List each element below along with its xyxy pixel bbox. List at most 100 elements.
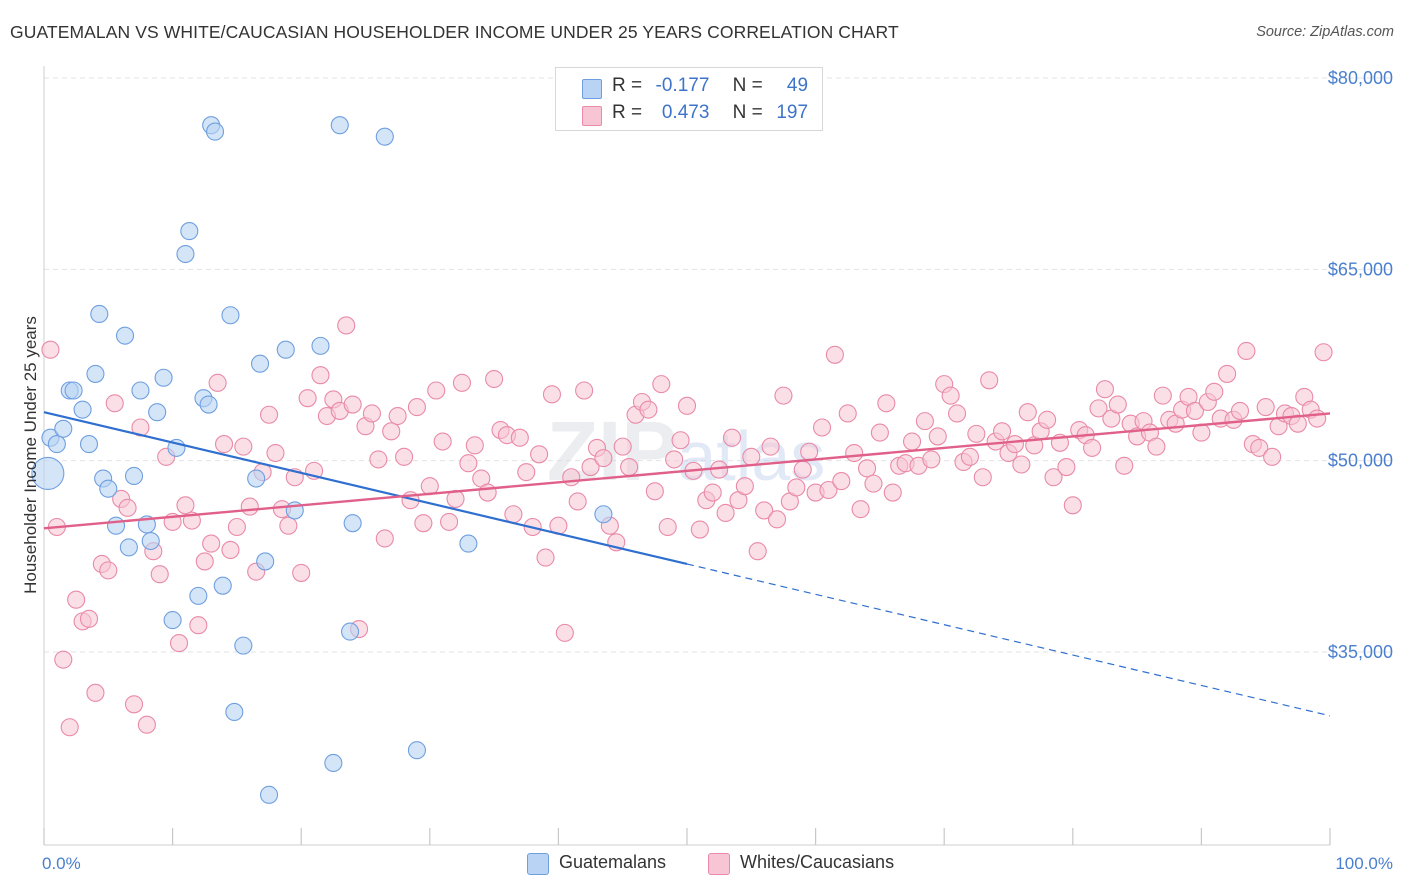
whites-point bbox=[343, 395, 362, 414]
guatemalans-point bbox=[213, 576, 232, 595]
whites-point bbox=[864, 474, 883, 493]
whites-point bbox=[812, 418, 832, 437]
whites-point bbox=[1005, 435, 1024, 454]
whites-point bbox=[234, 437, 253, 456]
whites-point bbox=[369, 450, 388, 469]
whites-point bbox=[877, 394, 896, 413]
whites-point bbox=[941, 386, 960, 405]
n-value: 197 bbox=[776, 102, 809, 123]
whites-point bbox=[137, 715, 156, 734]
whites-point bbox=[1018, 403, 1037, 422]
guatemalans-point bbox=[205, 122, 225, 141]
guatemalans-point bbox=[234, 636, 253, 655]
legend-label: Guatemalans bbox=[559, 852, 667, 872]
whites-point bbox=[79, 609, 99, 628]
whites-point bbox=[857, 459, 877, 478]
whites-point bbox=[581, 457, 600, 477]
guatemalans-point bbox=[256, 552, 275, 571]
series-guatemalans-points bbox=[31, 116, 613, 804]
whites-point bbox=[716, 503, 735, 523]
guatemalans-point bbox=[115, 326, 135, 345]
guatemalans-point bbox=[47, 435, 66, 454]
whites-point bbox=[536, 548, 555, 567]
whites-point bbox=[1185, 401, 1205, 420]
whites-point bbox=[99, 561, 118, 580]
whites-point bbox=[1147, 437, 1166, 456]
whites-point bbox=[240, 497, 259, 516]
whites-point bbox=[542, 385, 562, 404]
guatemalans-point bbox=[221, 306, 240, 325]
guatemalans-point bbox=[341, 622, 360, 641]
whites-point bbox=[375, 529, 394, 548]
whites-point bbox=[639, 400, 658, 419]
whites-point bbox=[735, 477, 754, 496]
guatemalans-point bbox=[459, 534, 478, 553]
whites-point bbox=[1044, 468, 1063, 487]
y-tick-label: $65,000 bbox=[1328, 259, 1393, 279]
guatemalans-point bbox=[54, 419, 73, 438]
whites-point bbox=[851, 500, 870, 519]
whites-point bbox=[1153, 386, 1172, 405]
r-value: 0.473 bbox=[661, 102, 710, 123]
legend-swatch-pink bbox=[582, 106, 602, 126]
r-value: -0.177 bbox=[655, 75, 710, 96]
axes bbox=[43, 66, 1331, 846]
whites-point bbox=[433, 432, 452, 451]
whites-point bbox=[504, 505, 523, 524]
whites-point bbox=[478, 483, 497, 502]
whites-point bbox=[902, 432, 922, 451]
whites-point bbox=[960, 447, 979, 466]
whites-point bbox=[703, 483, 722, 502]
whites-point bbox=[922, 450, 941, 469]
guatemalans-point bbox=[106, 516, 126, 535]
whites-point bbox=[124, 695, 144, 714]
whites-point bbox=[189, 616, 208, 635]
whites-point bbox=[1063, 496, 1082, 515]
whites-point bbox=[41, 340, 60, 359]
whites-point bbox=[530, 445, 549, 464]
whites-point bbox=[652, 375, 671, 394]
guatemalans-point bbox=[131, 381, 150, 400]
n-label: N = bbox=[732, 75, 763, 96]
r-label: R = bbox=[612, 102, 643, 123]
guatemalans-point bbox=[148, 403, 167, 422]
guatemalans-point bbox=[247, 469, 266, 488]
y-tick-label: $35,000 bbox=[1328, 642, 1393, 662]
guatemalans-point bbox=[324, 753, 343, 773]
whites-point bbox=[555, 623, 574, 642]
whites-point bbox=[973, 468, 992, 487]
whites-point bbox=[292, 563, 311, 582]
whites-point bbox=[452, 373, 472, 392]
whites-point bbox=[86, 683, 105, 702]
whites-point bbox=[311, 366, 330, 385]
guatemalans-trend-extension bbox=[686, 563, 1331, 717]
whites-point bbox=[1263, 447, 1282, 466]
whites-point bbox=[1230, 401, 1250, 420]
whites-point bbox=[665, 450, 684, 469]
whites-point bbox=[825, 345, 844, 364]
whites-point bbox=[1095, 380, 1114, 399]
legend-text: R = 0.473 N = 197 bbox=[612, 102, 808, 124]
whites-point bbox=[613, 437, 632, 456]
guatemalans-point bbox=[99, 479, 118, 498]
whites-point bbox=[227, 517, 246, 537]
whites-point bbox=[214, 435, 234, 454]
guatemalans-point bbox=[73, 400, 92, 419]
legend-label: Whites/Caucasians bbox=[740, 852, 895, 872]
whites-point bbox=[1218, 364, 1237, 383]
guatemalans-point bbox=[330, 116, 349, 135]
whites-point bbox=[787, 478, 806, 497]
whites-point bbox=[575, 381, 594, 400]
whites-point bbox=[176, 496, 195, 515]
whites-point bbox=[208, 373, 227, 392]
whites-point bbox=[819, 480, 838, 500]
whites-point bbox=[1256, 398, 1275, 417]
legend-swatch-blue bbox=[527, 853, 549, 875]
whites-point bbox=[755, 501, 774, 520]
y-tick-labels: $35,000 $50,000 $65,000 $80,000 bbox=[1328, 68, 1393, 662]
whites-point bbox=[1308, 409, 1327, 428]
whites-point bbox=[562, 468, 581, 487]
whites-point bbox=[395, 447, 414, 466]
whites-point bbox=[54, 650, 73, 669]
n-value: 49 bbox=[786, 75, 809, 96]
